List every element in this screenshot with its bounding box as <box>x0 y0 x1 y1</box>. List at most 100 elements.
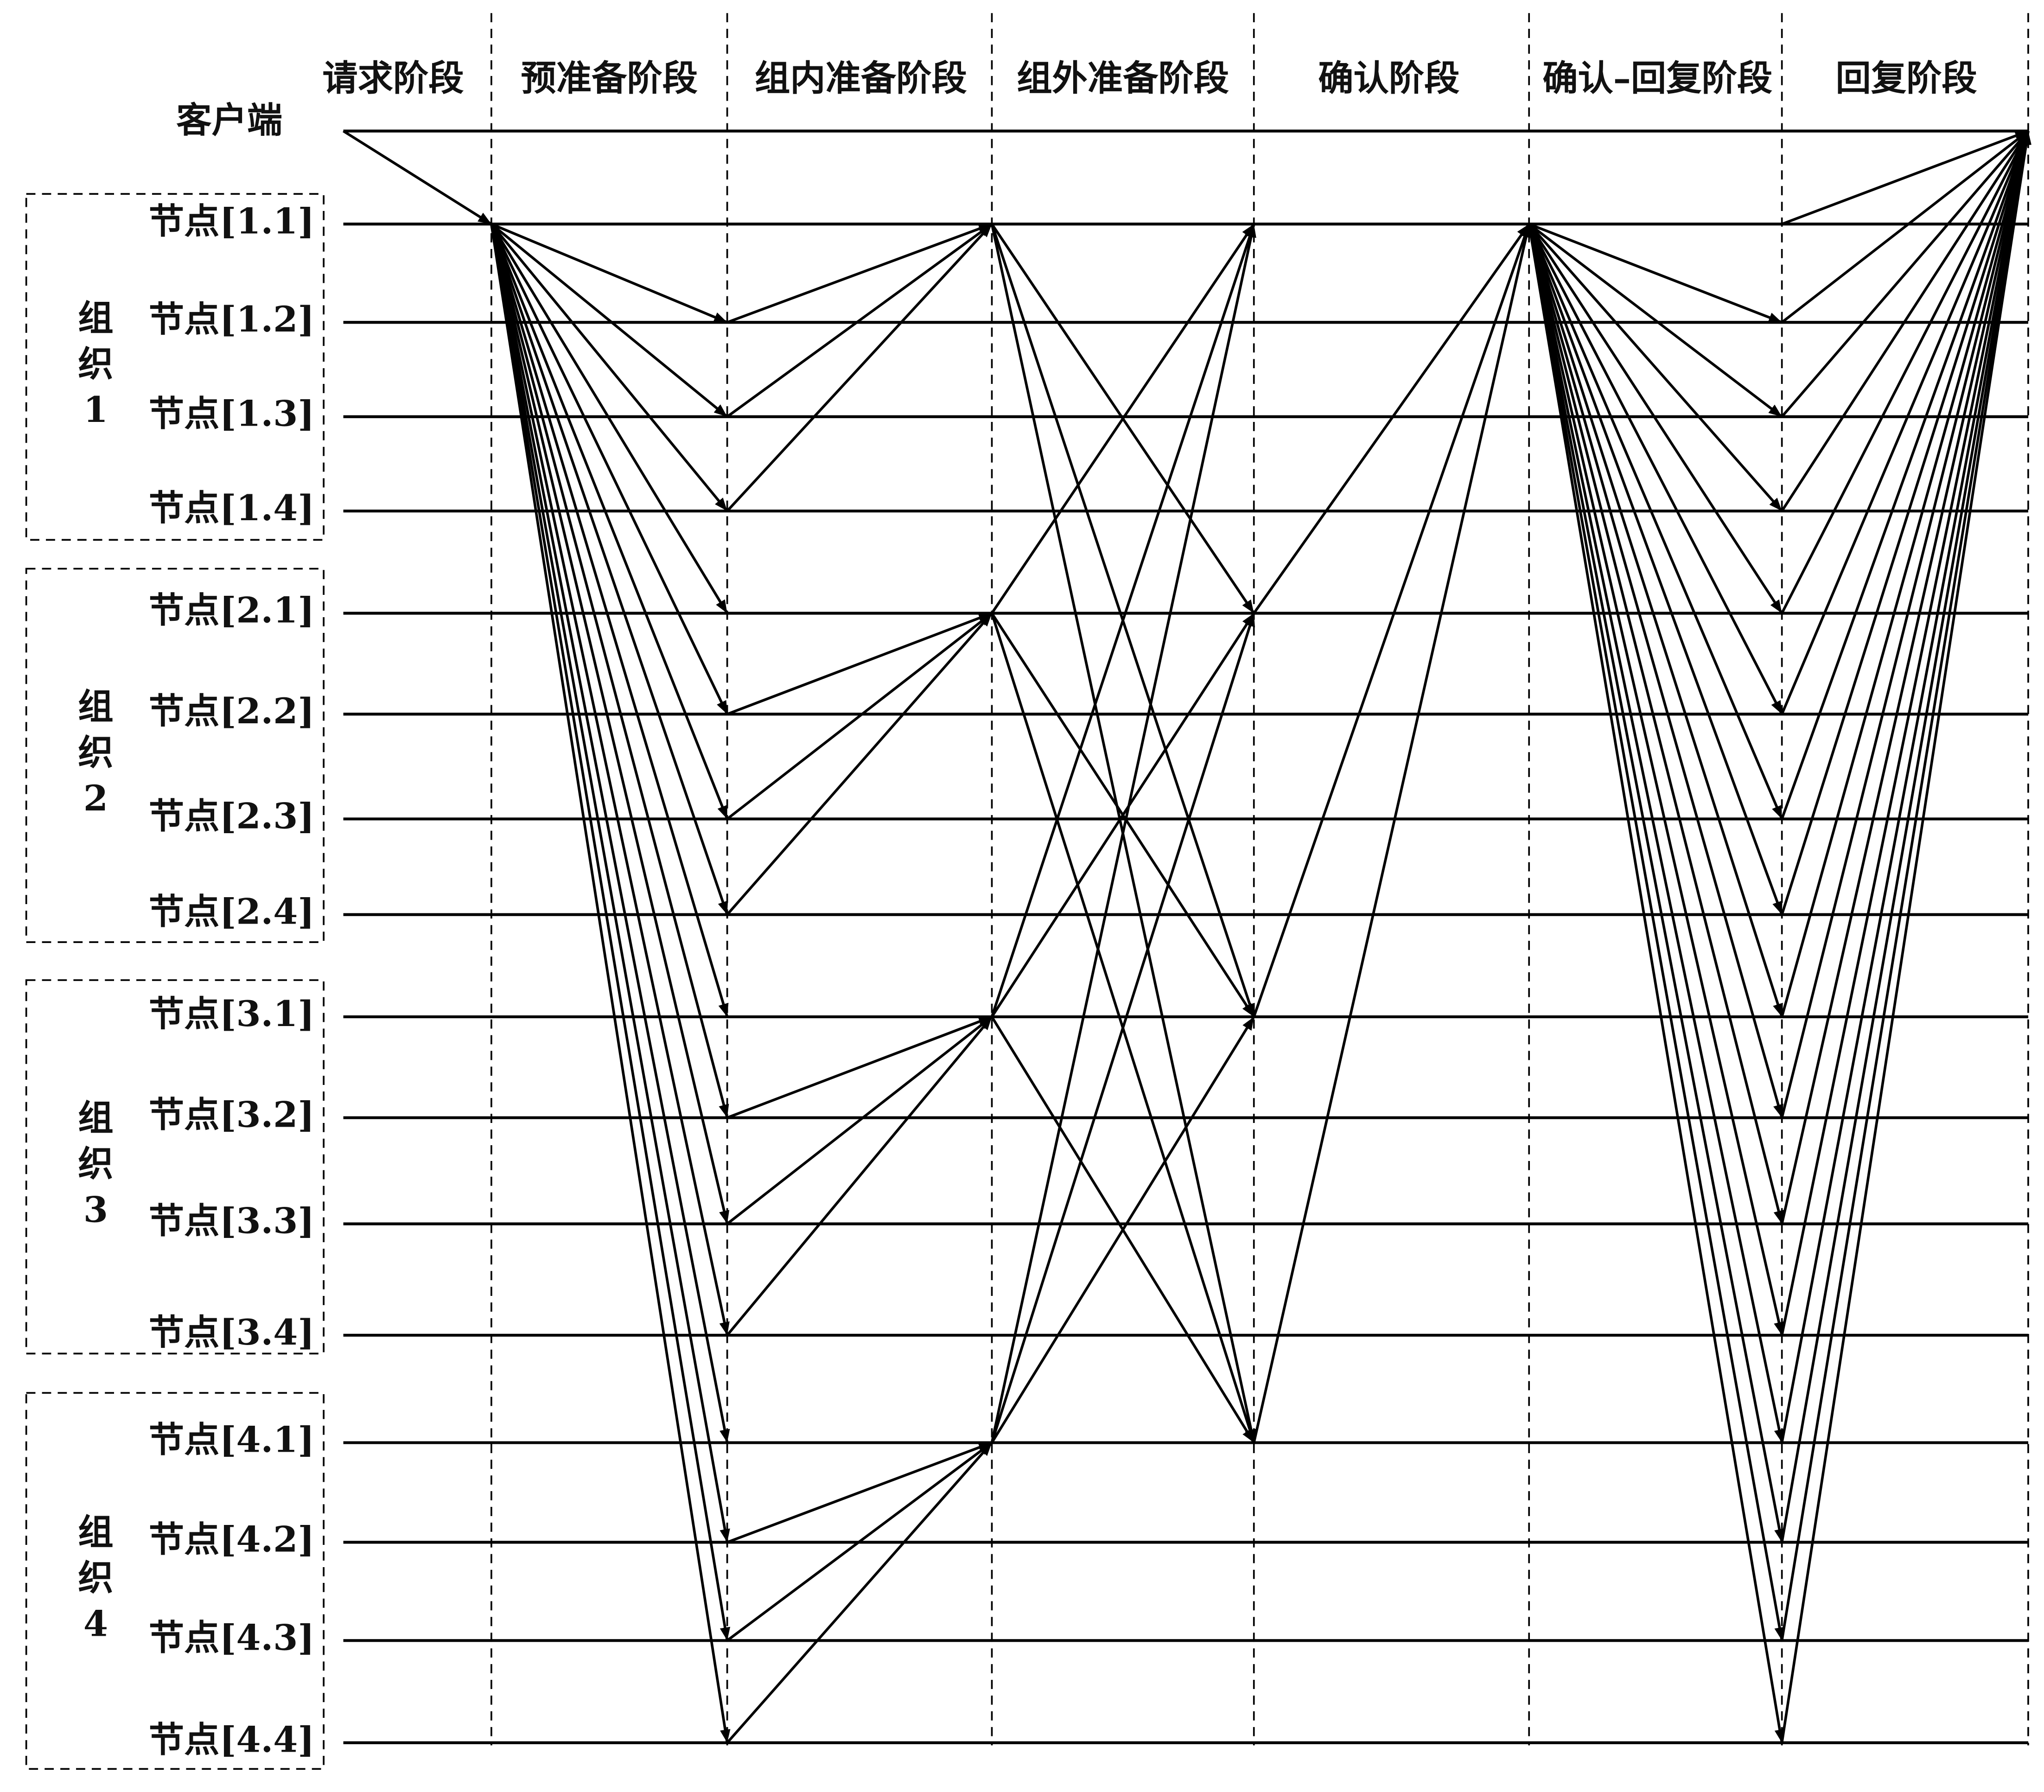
message-arrow <box>726 1015 993 1119</box>
message-arrow <box>1528 223 1785 1543</box>
message-arrow <box>990 223 1256 1443</box>
node-label: 节点[4.4] <box>149 1719 315 1760</box>
phase-label: 请求阶段 <box>322 57 464 99</box>
message-arrow <box>1780 131 2031 1443</box>
group-box <box>25 1392 325 1770</box>
message-arrow <box>726 1015 993 1225</box>
message-arrow <box>1781 130 2030 512</box>
phase-label: 确认–回复阶段 <box>1542 57 1772 99</box>
message-arrow <box>490 223 729 1017</box>
message-arrow <box>490 223 729 715</box>
group-label: 组织 4 <box>78 1511 113 1645</box>
message-arrow <box>990 612 1255 1443</box>
message-arrow <box>1780 130 2030 915</box>
message-arrow <box>1253 223 1530 1017</box>
message-arrow <box>726 1441 993 1744</box>
message-arrow <box>1528 223 1783 915</box>
message-arrow <box>1781 130 2030 715</box>
message-arrow <box>1781 130 2029 324</box>
node-label: 节点[3.1] <box>149 993 315 1034</box>
message-arrow <box>1780 130 2030 820</box>
message-arrow <box>490 223 728 324</box>
node-label: 节点[2.3] <box>149 795 315 836</box>
group-box <box>25 979 325 1355</box>
message-arrow <box>343 130 492 225</box>
message-arrow <box>1528 223 1783 1118</box>
message-arrow <box>991 1016 1255 1444</box>
node-label: 节点[1.3] <box>149 393 315 434</box>
message-arrow <box>726 612 993 715</box>
message-arrow <box>726 612 993 820</box>
phase-label: 回复阶段 <box>1836 57 1977 99</box>
message-arrow <box>1528 223 1785 1641</box>
message-arrow <box>726 223 993 324</box>
message-arrow <box>490 223 729 614</box>
message-arrow <box>1528 223 1783 715</box>
node-label: 节点[3.4] <box>149 1311 315 1353</box>
node-label: 节点[2.1] <box>149 589 315 631</box>
message-arrow <box>726 612 993 916</box>
group-box <box>25 568 325 943</box>
group-label: 组织 2 <box>78 685 113 819</box>
message-arrow <box>1781 130 2030 418</box>
message-arrow <box>990 223 1255 1017</box>
message-arrow <box>1528 223 1783 820</box>
message-arrow <box>1780 130 2030 1017</box>
message-arrow <box>726 1441 993 1543</box>
message-arrow <box>490 223 731 1743</box>
message-arrow <box>1528 223 1783 1017</box>
message-arrow <box>726 1016 993 1336</box>
message-arrow <box>1780 131 2031 1641</box>
message-arrow <box>1528 223 1784 1336</box>
message-arrow <box>1528 223 1785 1743</box>
message-arrow <box>726 223 993 418</box>
message-arrow <box>1528 223 1783 614</box>
phase-label: 确认阶段 <box>1318 57 1459 99</box>
message-arrow <box>1528 223 1783 324</box>
message-arrow <box>1780 131 2031 1543</box>
message-arrow <box>991 612 1255 1018</box>
message-arrow <box>1528 223 1784 1224</box>
phase-label: 组内准备阶段 <box>755 57 967 99</box>
node-label: 节点[3.2] <box>149 1094 315 1135</box>
message-arrow <box>490 223 728 418</box>
message-arrow <box>726 1441 993 1642</box>
node-label: 节点[1.2] <box>149 298 315 340</box>
message-arrow <box>490 223 728 512</box>
message-arrow <box>490 223 731 1641</box>
node-label: 节点[1.4] <box>149 487 315 529</box>
message-arrow <box>1780 131 2031 1743</box>
message-arrow <box>726 223 993 512</box>
message-arrow <box>490 223 729 820</box>
node-label: 节点[3.3] <box>149 1200 315 1242</box>
message-arrow <box>1528 223 1784 1443</box>
node-label: 节点[2.4] <box>149 891 315 932</box>
message-arrow <box>991 223 1255 614</box>
message-arrow <box>1780 130 2031 1224</box>
node-label: 节点[4.3] <box>149 1616 315 1658</box>
group-box <box>25 193 325 541</box>
node-label: 节点[1.1] <box>149 200 315 242</box>
message-arrow <box>490 223 730 1543</box>
message-arrow <box>490 223 729 1118</box>
message-arrow <box>1780 131 2031 1336</box>
message-arrow <box>490 223 730 1443</box>
message-arrow <box>1528 223 1783 512</box>
message-arrow <box>1780 130 2031 1118</box>
node-label: 节点[4.2] <box>149 1518 315 1560</box>
message-arrow <box>1781 129 2029 225</box>
node-label: 节点[2.2] <box>149 690 315 732</box>
message-arrow <box>490 223 729 915</box>
message-arrow <box>1781 130 2030 614</box>
group-label: 组织 3 <box>78 1097 113 1231</box>
message-arrow <box>490 223 730 1224</box>
message-arrow <box>1528 223 1783 418</box>
node-label: 节点[4.1] <box>149 1419 315 1460</box>
phase-label: 预准备阶段 <box>521 57 698 99</box>
phase-label: 组外准备阶段 <box>1017 57 1229 99</box>
message-arrow <box>490 223 730 1336</box>
message-arrow <box>1253 223 1530 614</box>
message-arrow <box>1252 223 1532 1443</box>
group-label: 组织 1 <box>78 297 113 430</box>
